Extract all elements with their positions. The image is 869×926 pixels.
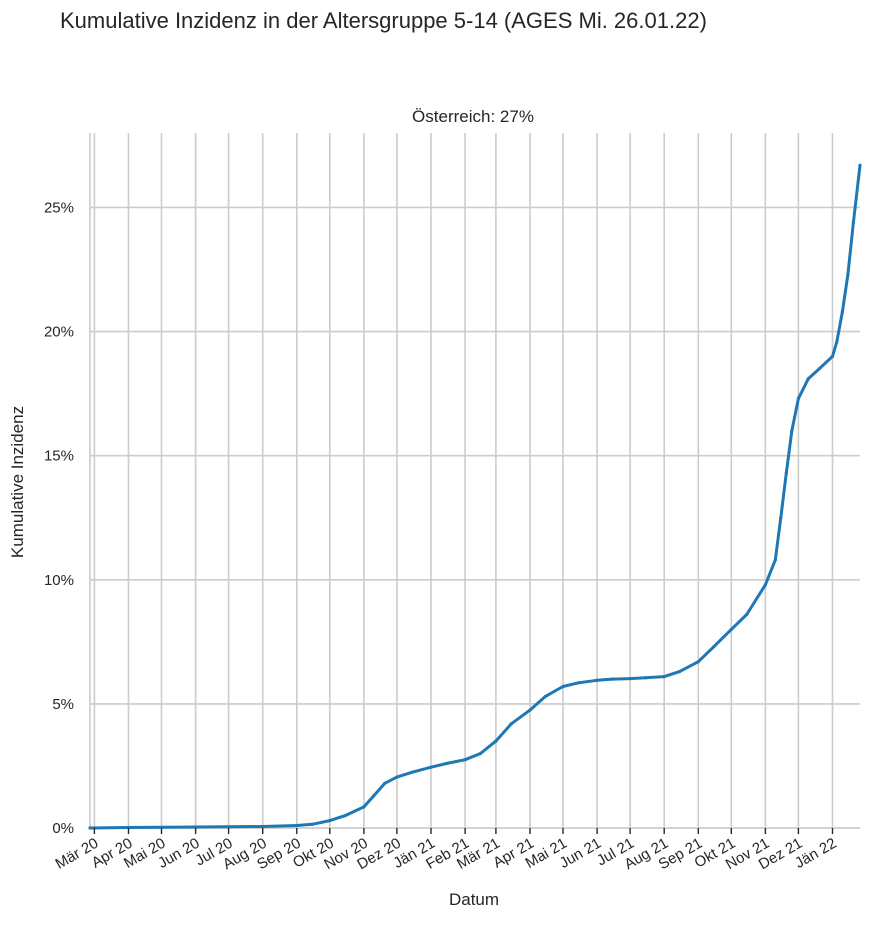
data-point <box>784 471 788 475</box>
data-point <box>372 794 376 798</box>
y-ticks: 0% 5% 10% 15% 20% 25% <box>44 199 74 837</box>
data-point <box>806 377 810 381</box>
data-point <box>494 739 498 743</box>
data-point <box>576 681 581 685</box>
x-axis-label: Datum <box>448 890 500 909</box>
data-point <box>261 824 265 829</box>
data-point <box>858 163 862 167</box>
data-point <box>383 781 387 785</box>
data-point <box>295 823 299 828</box>
data-point <box>779 516 783 520</box>
data-point <box>745 612 749 617</box>
data-point <box>362 805 366 809</box>
data-point <box>528 708 532 712</box>
data-point <box>817 367 821 371</box>
axes-title: Österreich: 27% <box>412 107 534 126</box>
data-point <box>796 396 801 401</box>
data-point <box>729 627 733 632</box>
y-tick-label: 0% <box>52 820 74 837</box>
axes <box>89 133 860 829</box>
data-point <box>846 272 850 277</box>
series-line--sterreich <box>88 163 862 830</box>
data-point <box>478 751 483 756</box>
data-point <box>343 813 347 818</box>
data-point <box>595 678 599 682</box>
data-point <box>696 660 700 664</box>
figure-title: Kumulative Inzidenz in der Altersgruppe … <box>60 8 707 33</box>
data-point <box>790 429 794 433</box>
y-tick-label: 25% <box>44 199 74 216</box>
data-point <box>194 825 198 829</box>
data-point <box>463 758 467 762</box>
data-point <box>851 220 856 224</box>
grid <box>90 133 860 829</box>
data-point <box>835 339 839 344</box>
y-tick-label: 15% <box>44 448 74 465</box>
y-tick-label: 20% <box>44 324 74 341</box>
data-point <box>610 677 615 681</box>
data-point <box>643 676 648 680</box>
data-point <box>429 765 433 769</box>
data-point <box>543 694 548 699</box>
data-point <box>126 825 131 830</box>
y-tick-label: 5% <box>52 696 74 713</box>
data-point <box>88 826 92 830</box>
data-point <box>712 645 716 649</box>
data-point <box>773 558 777 562</box>
data-point <box>410 770 414 774</box>
data-point <box>561 684 565 689</box>
data-point <box>509 722 513 726</box>
data-point <box>678 670 682 674</box>
series-lines <box>88 163 862 830</box>
data-point <box>395 775 399 779</box>
data-point <box>830 354 835 358</box>
data-point <box>310 822 314 826</box>
data-point <box>840 310 845 314</box>
data-point <box>328 818 332 823</box>
data-point <box>444 761 448 766</box>
y-tick-label: 10% <box>44 572 74 589</box>
data-point <box>662 674 666 679</box>
data-point <box>763 583 768 587</box>
data-point <box>628 676 632 681</box>
